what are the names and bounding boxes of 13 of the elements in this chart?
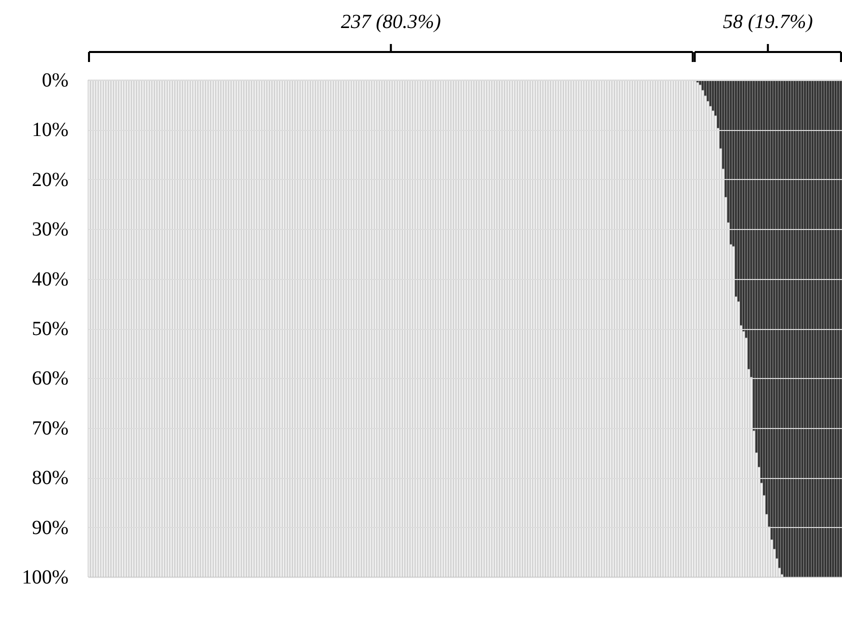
y-tick-label: 10% (32, 119, 68, 142)
y-tick-label: 100% (22, 566, 68, 588)
y-tick-label: 40% (32, 268, 68, 290)
y-tick-label: 80% (32, 467, 68, 490)
text: 58 (19.7%) (722, 11, 814, 33)
y-tick-label: 0% (42, 70, 68, 92)
text: 237 (80.3%) (340, 11, 442, 33)
y-tick-label: 50% (32, 318, 68, 340)
y-tick-label: 20% (32, 168, 68, 191)
y-tick-label: 70% (32, 417, 68, 440)
y-tick-label: 30% (32, 218, 68, 241)
y-tick-label: 90% (32, 516, 68, 539)
y-tick-label: 60% (32, 368, 68, 390)
